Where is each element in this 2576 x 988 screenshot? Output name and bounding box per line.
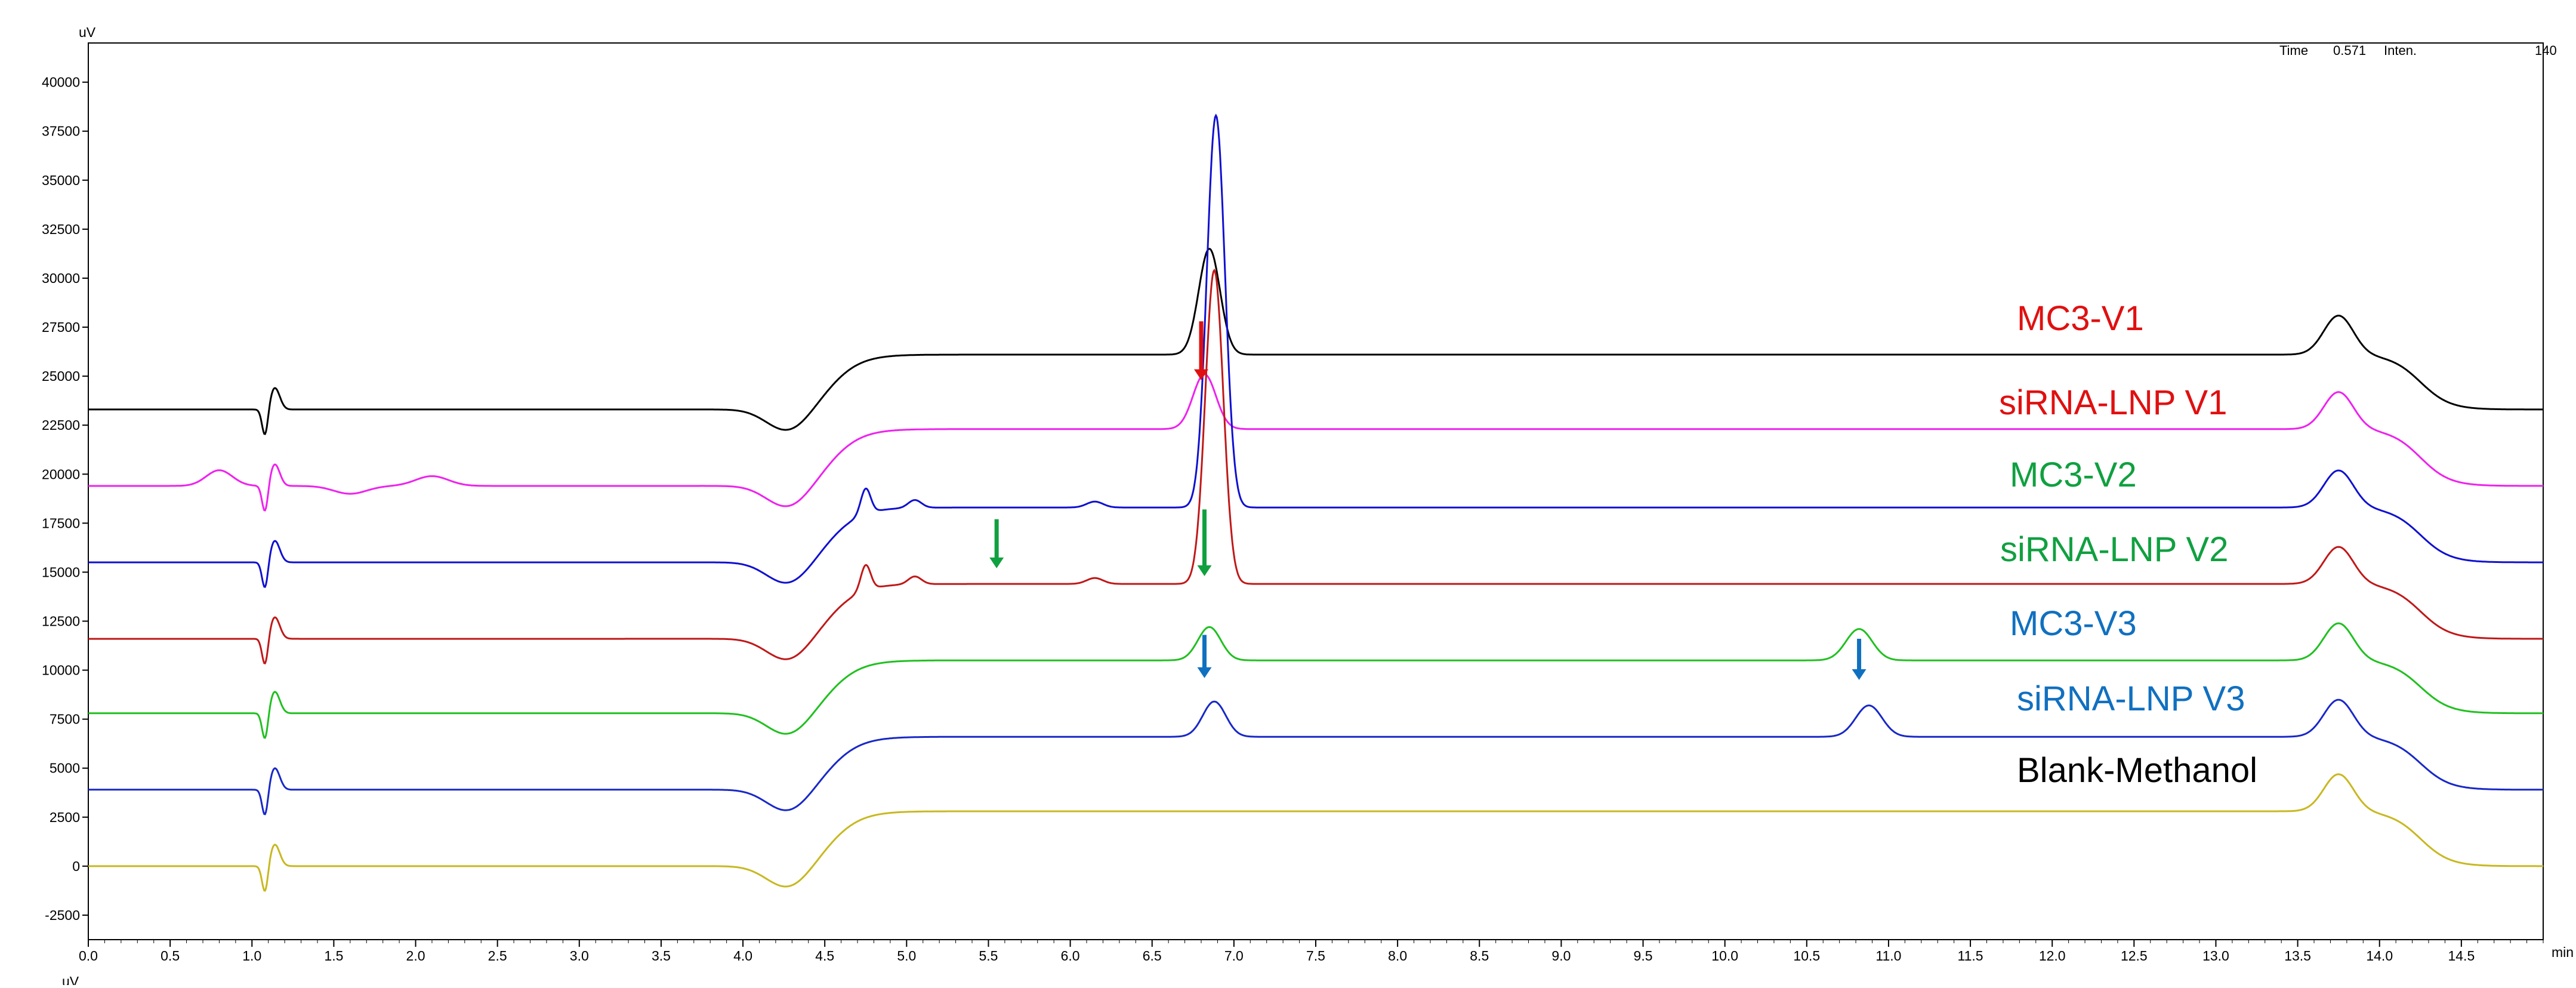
y-tick-label: 0 — [72, 858, 80, 874]
x-tick-label: 0.0 — [79, 948, 98, 964]
status-time-value: 0.571 — [2333, 43, 2366, 58]
trace-line-5 — [88, 698, 2543, 815]
trace-line-0 — [88, 248, 2543, 435]
x-tick-label: 8.0 — [1388, 948, 1407, 964]
trace-label: siRNA-LNP V3 — [2017, 679, 2245, 718]
x-tick-label: 11.0 — [1875, 948, 1901, 964]
y-axis-unit-label-secondary: uV — [62, 974, 79, 985]
status-readout: Time 0.571 Inten. 140 — [2279, 43, 2557, 58]
trace-label: Blank-Methanol — [2017, 751, 2257, 790]
x-tick-label: 5.5 — [979, 948, 998, 964]
x-tick-label: 6.5 — [1143, 948, 1162, 964]
y-tick-label: 37500 — [42, 124, 80, 139]
x-tick-label: 8.5 — [1470, 948, 1489, 964]
y-tick-label: 10000 — [42, 663, 80, 678]
x-tick-label: 2.5 — [488, 948, 507, 964]
plot-area: -2500 0 2500 5000 7500 10000 12500 15000 17500 20… — [42, 42, 2544, 964]
x-tick-label: 12.5 — [2121, 948, 2148, 964]
y-tick-label: 12500 — [42, 614, 80, 629]
x-tick-label: 13.5 — [2284, 948, 2311, 964]
x-tick-label: 7.0 — [1224, 948, 1244, 964]
y-tick-label: 20000 — [42, 466, 80, 482]
trace-line-4 — [88, 622, 2543, 739]
annotation-arrow-head — [1197, 565, 1212, 576]
trace-line-3 — [88, 268, 2543, 664]
x-tick-label: 9.0 — [1551, 948, 1571, 964]
y-tick-label: 25000 — [42, 368, 80, 384]
x-tick-label: 4.5 — [815, 948, 834, 964]
x-axis-unit-label: min — [2552, 944, 2574, 960]
annotation-arrow-head — [1197, 667, 1212, 678]
y-tick-label: 32500 — [42, 221, 80, 237]
y-tick-label: 2500 — [50, 810, 80, 825]
x-tick-label: 14.5 — [2448, 948, 2475, 964]
trace-label: MC3-V1 — [2017, 299, 2144, 338]
x-tick-label: 1.5 — [324, 948, 343, 964]
x-tick-label: 13.0 — [2202, 948, 2229, 964]
annotation-arrow-head — [1194, 369, 1209, 380]
x-tick-label: 4.0 — [733, 948, 752, 964]
status-inten-value: 140 — [2535, 43, 2557, 58]
x-tick-label: 5.0 — [897, 948, 916, 964]
plot-frame — [88, 42, 2544, 940]
y-axis-unit-label: uV — [79, 24, 96, 40]
y-tick-label: 22500 — [42, 417, 80, 433]
y-tick-label: 15000 — [42, 564, 80, 580]
trace-line-1 — [88, 373, 2543, 512]
status-time-label: Time — [2279, 43, 2308, 58]
x-tick-label: 1.0 — [242, 948, 261, 964]
x-tick-label: 6.0 — [1061, 948, 1080, 964]
y-tick-label: 35000 — [42, 173, 80, 188]
trace-line-6 — [88, 773, 2543, 892]
x-tick-label: 3.5 — [652, 948, 671, 964]
y-tick-label: 17500 — [42, 515, 80, 531]
y-tick-label: -2500 — [45, 907, 80, 923]
x-tick-label: 9.5 — [1634, 948, 1653, 964]
annotation-arrow-head — [1852, 669, 1867, 680]
trace-label: MC3-V3 — [2010, 604, 2137, 643]
trace-label: siRNA-LNP V2 — [2000, 530, 2229, 569]
x-tick-label: 11.5 — [1958, 948, 1983, 964]
y-tick-label: 5000 — [50, 761, 80, 776]
y-tick-label: 27500 — [42, 319, 80, 335]
x-tick-label: 7.5 — [1306, 948, 1325, 964]
x-tick-label: 14.0 — [2366, 948, 2393, 964]
x-tick-label: 3.0 — [570, 948, 589, 964]
x-tick-label: 10.0 — [1711, 948, 1738, 964]
status-inten-label: Inten. — [2384, 43, 2417, 58]
x-tick-label: 12.0 — [2039, 948, 2066, 964]
annotation-arrow-head — [989, 557, 1004, 568]
y-tick-label: 7500 — [50, 712, 80, 727]
y-tick-label: 40000 — [42, 75, 80, 90]
x-tick-label: 2.0 — [406, 948, 425, 964]
x-tick-label: 10.5 — [1793, 948, 1820, 964]
trace-label: MC3-V2 — [2010, 455, 2137, 494]
x-tick-label: 0.5 — [161, 948, 180, 964]
y-tick-label: 30000 — [42, 270, 80, 286]
trace-line-2 — [88, 113, 2543, 588]
trace-label: siRNA-LNP V1 — [1999, 383, 2228, 422]
